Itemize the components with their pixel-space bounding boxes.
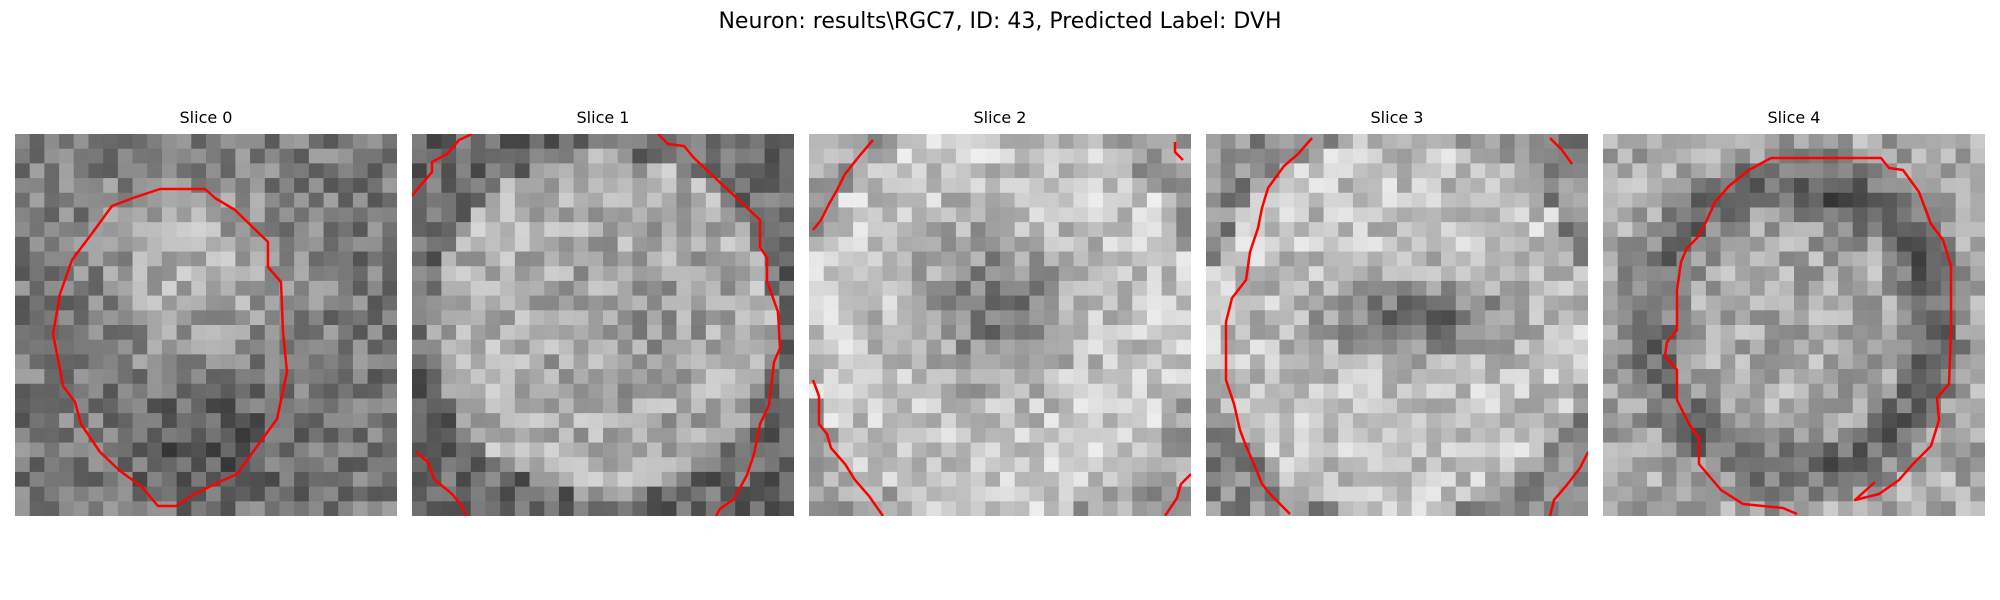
contour-line-3a xyxy=(1224,137,1313,515)
slice-title-3: Slice 3 xyxy=(1370,108,1424,127)
contour-line-4a xyxy=(1771,156,1953,502)
contour-line-3c xyxy=(1548,451,1588,516)
slice-image-0 xyxy=(15,134,397,516)
contour-line-2d xyxy=(1163,473,1191,516)
figure-title: Neuron: results\RGC7, ID: 43, Predicted … xyxy=(718,9,1282,34)
slice-pixels-2 xyxy=(809,134,1191,516)
slice-pixels-1 xyxy=(412,134,794,516)
slice-title-0: Slice 0 xyxy=(179,108,233,127)
slice-title-4: Slice 4 xyxy=(1767,108,1821,127)
contour-line-1c xyxy=(415,451,468,516)
slice-image-1 xyxy=(412,134,794,516)
contour-line-4b xyxy=(1663,156,1798,516)
slice-pixels-4 xyxy=(1603,134,1985,516)
contour-line-2c xyxy=(811,379,885,516)
slice-pixels-0 xyxy=(15,134,397,516)
slice-image-2 xyxy=(809,134,1191,516)
contour-line-1a xyxy=(412,134,473,197)
contour-line-0 xyxy=(51,187,289,508)
slice-title-2: Slice 2 xyxy=(973,108,1027,127)
slice-image-4 xyxy=(1603,134,1985,516)
slice-pixels-3 xyxy=(1206,134,1588,516)
contour-line-2b xyxy=(1173,142,1184,161)
contour-line-1b xyxy=(657,134,782,516)
slice-image-3 xyxy=(1206,134,1588,516)
slice-title-1: Slice 1 xyxy=(576,108,630,127)
contour-line-3b xyxy=(1549,137,1574,165)
contour-line-2a xyxy=(812,139,874,231)
